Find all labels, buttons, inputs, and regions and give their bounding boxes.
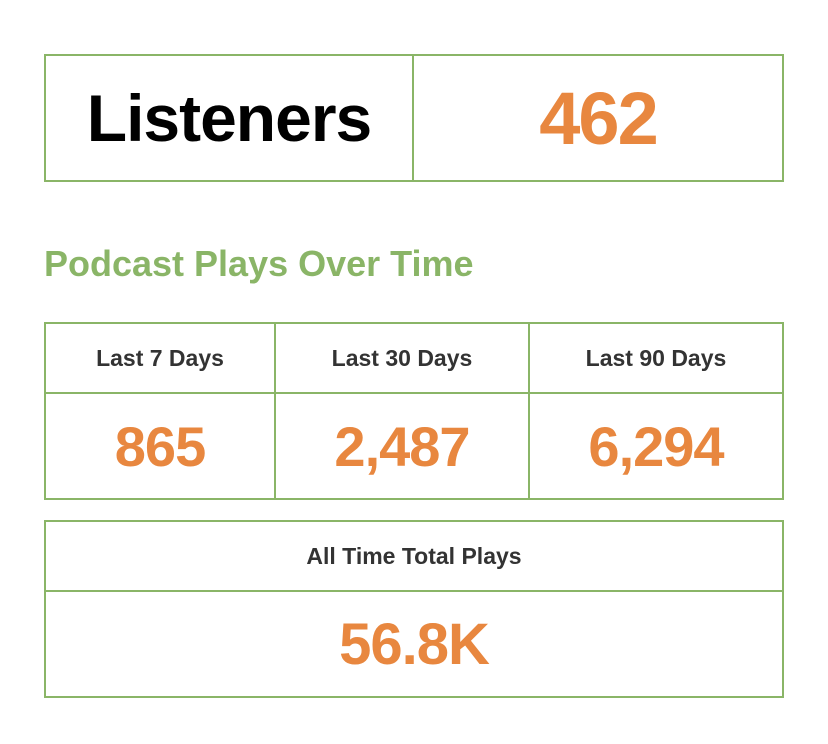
period-value: 6,294 — [588, 414, 724, 478]
listeners-value-cell: 462 — [414, 56, 782, 180]
period-header-30-days: Last 30 Days — [276, 324, 530, 394]
period-label: Last 30 Days — [331, 344, 473, 371]
period-value-30-days: 2,487 — [276, 394, 530, 498]
period-value-90-days: 6,294 — [530, 394, 782, 498]
period-value: 2,487 — [334, 414, 470, 478]
listeners-label: Listeners — [86, 81, 372, 155]
period-value-7-days: 865 — [46, 394, 276, 498]
period-value: 865 — [114, 414, 206, 478]
listeners-card: Listeners 462 — [44, 54, 784, 182]
all-time-value-cell: 56.8K — [46, 592, 782, 696]
all-time-value: 56.8K — [339, 611, 490, 677]
period-header-7-days: Last 7 Days — [46, 324, 276, 394]
period-label: Last 7 Days — [96, 344, 224, 371]
period-label: Last 90 Days — [585, 344, 727, 371]
section-title: Podcast Plays Over Time — [44, 243, 474, 284]
plays-by-period-table: Last 7 Days Last 30 Days Last 90 Days 86… — [44, 322, 784, 500]
listeners-label-cell: Listeners — [46, 56, 414, 180]
all-time-header: All Time Total Plays — [46, 522, 782, 592]
listeners-count: 462 — [539, 76, 658, 160]
all-time-label: All Time Total Plays — [306, 542, 522, 569]
period-header-90-days: Last 90 Days — [530, 324, 782, 394]
all-time-plays-card: All Time Total Plays 56.8K — [44, 520, 784, 698]
